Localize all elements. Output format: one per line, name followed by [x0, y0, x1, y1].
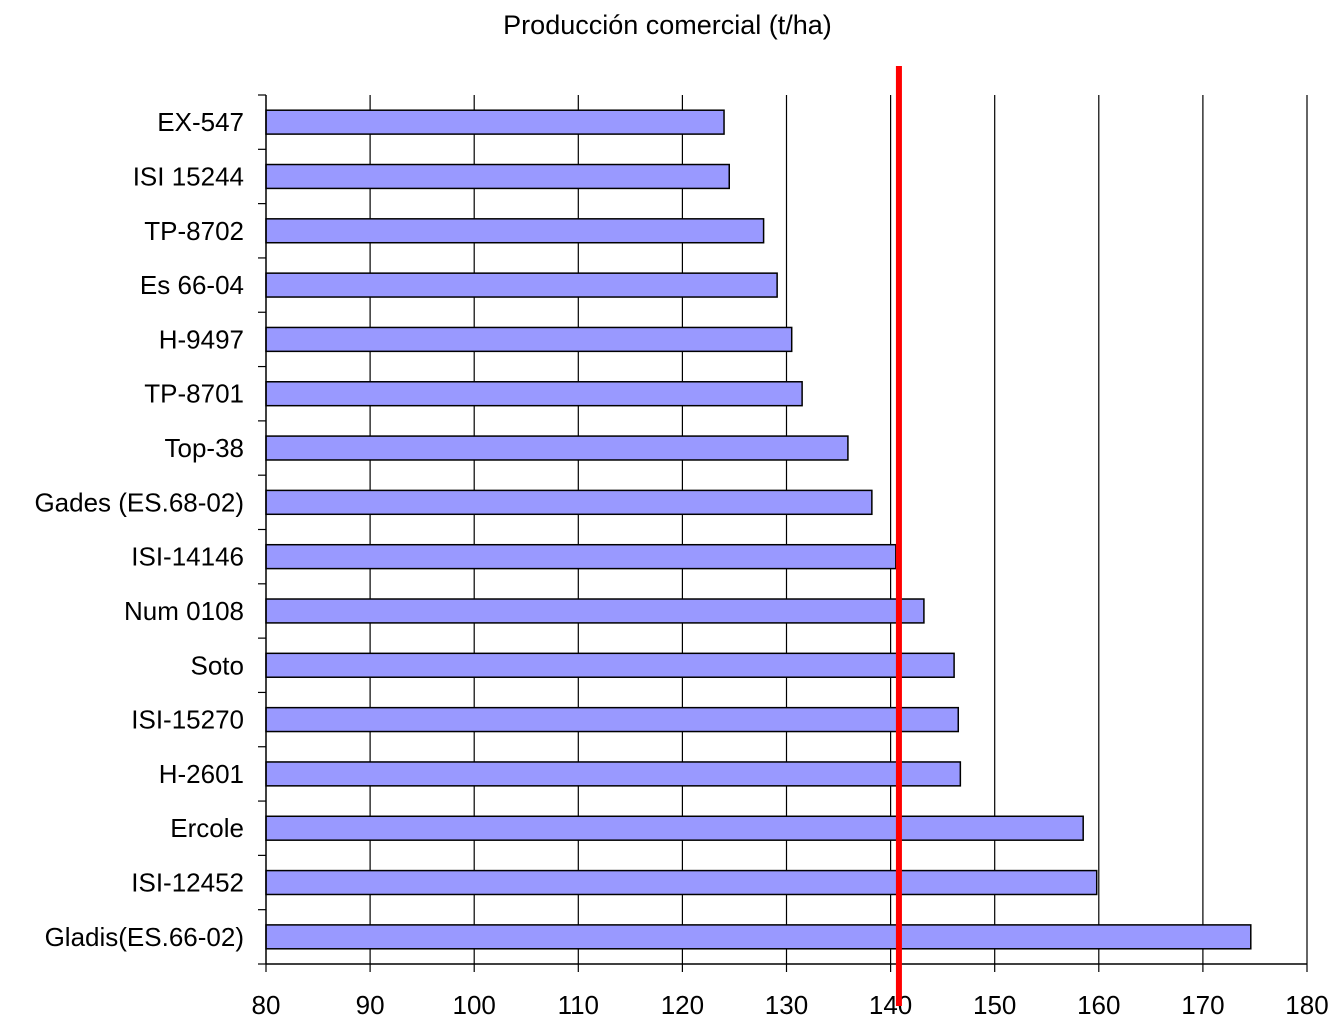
y-tick-label: Soto: [191, 650, 245, 680]
y-tick-label: H-2601: [159, 759, 244, 789]
y-tick-label: TP-8702: [144, 216, 244, 246]
bar: [265, 326, 793, 353]
bar: [265, 815, 1084, 841]
axis-layer: EX-547 ISI 15244 TP-8702 Es 66-04 H-9497 TP-8…: [34, 94, 1329, 1020]
x-tick-label: 80: [252, 990, 281, 1020]
bar-layer: [265, 109, 1252, 950]
y-tick-label: Num 0108: [124, 596, 244, 626]
bar: [265, 761, 962, 787]
y-tick-label: Top-38: [165, 433, 245, 463]
x-tick-label: 100: [453, 990, 496, 1020]
bar: [265, 109, 725, 135]
bar: [265, 163, 730, 190]
x-tick-label: 160: [1077, 990, 1120, 1020]
y-tick-label: Gladis(ES.66-02): [45, 922, 244, 952]
x-tick-label: 130: [765, 990, 808, 1020]
y-tick-label: Es 66-04: [140, 270, 244, 300]
x-tick-label: 110: [558, 990, 599, 1020]
y-tick-label: ISI-15270: [131, 705, 244, 735]
y-tick-label: TP-8701: [144, 379, 244, 409]
bar: [265, 218, 765, 244]
x-tick-label: 150: [973, 990, 1016, 1020]
y-tick-label: Ercole: [170, 813, 244, 843]
y-tick-label: EX-547: [157, 107, 244, 137]
x-tick-label: 140: [869, 990, 912, 1020]
bar: [265, 381, 803, 407]
bar: [265, 272, 778, 298]
y-tick-label: ISI-14146: [131, 542, 244, 572]
y-tick-label: H-9497: [159, 324, 244, 354]
bar: [265, 435, 849, 461]
bar: [265, 924, 1252, 950]
bar: [265, 489, 873, 516]
chart-title: Producción comercial (t/ha): [503, 10, 832, 40]
x-tick-label: 90: [356, 990, 385, 1020]
bar: [265, 598, 925, 624]
y-tick-label: ISI-12452: [131, 868, 244, 898]
bar: [265, 652, 955, 678]
x-tick-label: 170: [1181, 990, 1224, 1020]
bar: [265, 706, 960, 733]
y-tick-label: ISI 15244: [133, 161, 244, 191]
bar: [265, 543, 897, 570]
y-tick-label: Gades (ES.68-02): [34, 487, 244, 517]
x-tick-label: 120: [661, 990, 704, 1020]
x-tick-label: 180: [1285, 990, 1328, 1020]
bar: [265, 869, 1098, 896]
